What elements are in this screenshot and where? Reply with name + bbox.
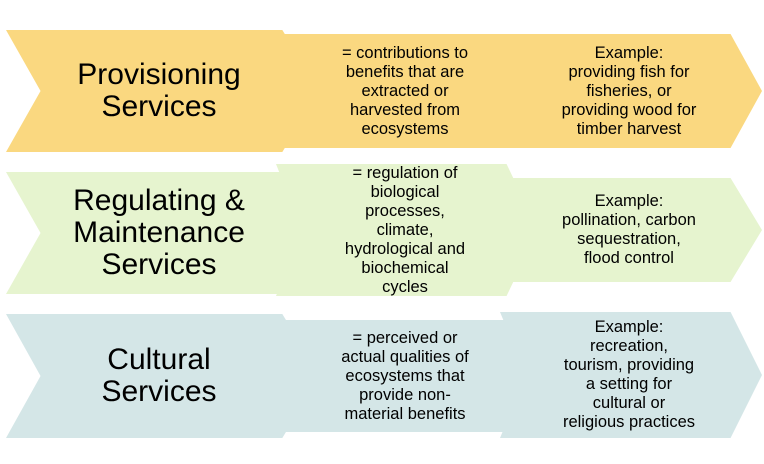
- provisioning-services-chevron: Provisioning Services: [6, 30, 320, 152]
- cultural-services-chevron: Cultural Services: [6, 314, 320, 438]
- provisioning-definition-chevron: = contributions to benefits that are ext…: [276, 34, 538, 148]
- cultural-definition-chevron: = perceived or actual qualities of ecosy…: [276, 320, 538, 432]
- provisioning-example-text: Example: providing fish for fisheries, o…: [561, 43, 697, 138]
- provisioning-definition-text: = contributions to benefits that are ext…: [341, 43, 469, 138]
- cultural-definition-text: = perceived or actual qualities of ecosy…: [341, 328, 469, 423]
- regulating-example-chevron: Example: pollination, carbon sequestrati…: [500, 178, 762, 282]
- regulating-services-chevron: Regulating & Maintenance Services: [6, 172, 320, 294]
- regulating-definition-text: = regulation of biological processes, cl…: [344, 163, 466, 296]
- provisioning-example-chevron: Example: providing fish for fisheries, o…: [500, 34, 762, 148]
- regulating-example-text: Example: pollination, carbon sequestrati…: [562, 192, 696, 267]
- cultural-services-title: Cultural Services: [101, 343, 217, 408]
- regulating-services-title: Regulating & Maintenance Services: [73, 184, 245, 281]
- cultural-example-text: Example: recreation, tourism, providing …: [562, 318, 696, 431]
- provisioning-services-title: Provisioning Services: [77, 58, 241, 123]
- cultural-example-chevron: Example: recreation, tourism, providing …: [500, 312, 762, 438]
- regulating-definition-chevron: = regulation of biological processes, cl…: [276, 164, 538, 296]
